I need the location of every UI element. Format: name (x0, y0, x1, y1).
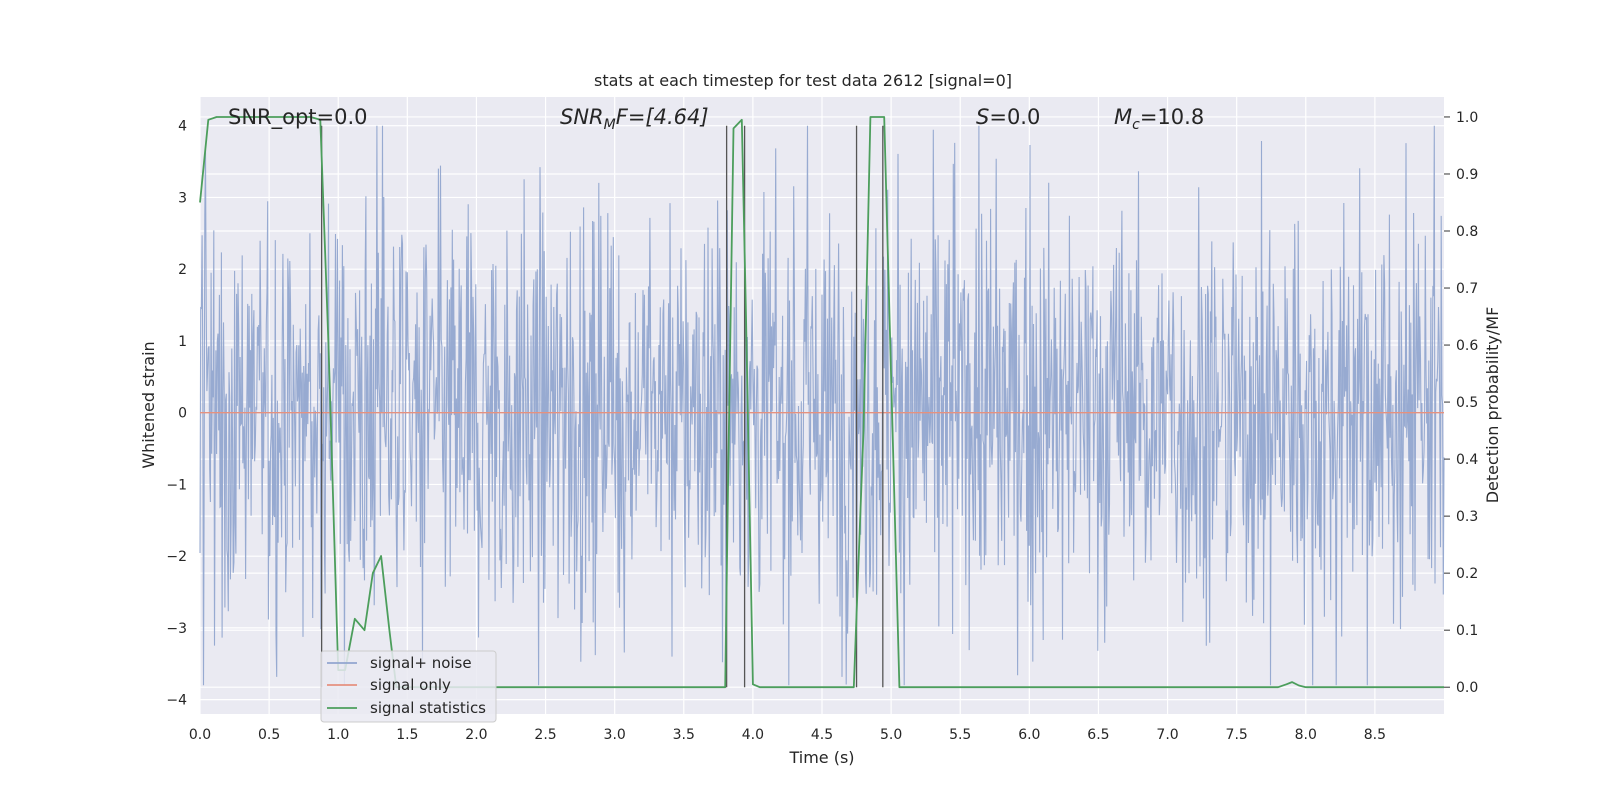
x-tick-label: 5.5 (949, 727, 971, 743)
x-tick-label: 1.0 (327, 727, 349, 743)
y-axis-label: Whitened strain (139, 341, 158, 468)
x-tick-label: 1.5 (396, 727, 418, 743)
y-tick-label: −2 (166, 549, 187, 565)
y-tick-label: 1 (178, 334, 187, 350)
x-tick-label: 0.0 (189, 727, 211, 743)
x-tick-label: 5.0 (880, 727, 902, 743)
x-tick-label: 7.0 (1156, 727, 1178, 743)
y-tick-label: −1 (166, 477, 187, 493)
y-right-tick-label: 0.1 (1456, 623, 1478, 639)
y-right-tick-label: 1.0 (1456, 110, 1478, 126)
y-right-tick-label: 0.7 (1456, 281, 1478, 297)
y-right-axis-label: Detection probability/MF (1483, 307, 1502, 504)
annotation-mc: Mc=10.8 (1114, 105, 1204, 133)
x-tick-label: 4.5 (811, 727, 833, 743)
annotations: SNR_opt=0.0 SNRMF=[4.64] S=0.0 Mc=10.8 (228, 105, 1204, 133)
y-right-tick-label: 0.8 (1456, 224, 1478, 240)
x-tick-label: 6.0 (1018, 727, 1040, 743)
x-tick-label: 4.0 (742, 727, 764, 743)
x-tick-label: 7.5 (1226, 727, 1248, 743)
y-right-axis-ticks: 1.0 0.9 0.8 0.7 0.6 0.5 0.4 0.3 0.2 0.1 0.0 (1444, 110, 1478, 696)
y-tick-label: −4 (166, 693, 187, 709)
y-right-tick-label: 0.4 (1456, 452, 1478, 468)
legend-label-signal-statistics: signal statistics (370, 699, 486, 717)
y-axis-ticks: 4 3 2 1 0 −1 −2 −3 −4 (166, 119, 187, 709)
y-tick-label: 4 (178, 119, 187, 135)
annotation-snr-opt: SNR_opt=0.0 (228, 105, 368, 130)
y-tick-label: 0 (178, 406, 187, 422)
noise-trace (199, 125, 1445, 686)
y-right-tick-label: 0.6 (1456, 338, 1478, 354)
legend: signal+ noise signal only signal statist… (320, 650, 497, 723)
y-tick-label: 2 (178, 262, 187, 278)
series-signal-plus-noise (199, 125, 1445, 686)
x-tick-label: 0.5 (258, 727, 280, 743)
series-signal-statistics (199, 116, 1444, 689)
legend-label-signal-plus-noise: signal+ noise (370, 654, 472, 672)
x-tick-label: 3.5 (673, 727, 695, 743)
x-tick-label: 2.5 (534, 727, 556, 743)
annotation-s: S=0.0 (976, 105, 1040, 129)
x-tick-label: 8.0 (1295, 727, 1317, 743)
y-right-tick-label: 0.5 (1456, 395, 1478, 411)
legend-label-signal-only: signal only (370, 676, 451, 694)
y-right-tick-label: 0.0 (1456, 680, 1478, 696)
y-right-tick-label: 0.2 (1456, 566, 1478, 582)
x-tick-label: 6.5 (1087, 727, 1109, 743)
plot-area (199, 97, 1445, 714)
x-tick-label: 3.0 (604, 727, 626, 743)
y-tick-label: −3 (166, 621, 187, 637)
y-right-tick-label: 0.3 (1456, 509, 1478, 525)
legend-box (320, 650, 497, 723)
annotation-snr-mf: SNRMF=[4.64] (560, 105, 709, 133)
y-right-tick-label: 0.9 (1456, 167, 1478, 183)
y-tick-label: 3 (178, 190, 187, 206)
x-axis-label: Time (s) (788, 748, 854, 767)
x-tick-label: 2.0 (465, 727, 487, 743)
chart-title: stats at each timestep for test data 261… (594, 71, 1012, 90)
x-tick-label: 8.5 (1364, 727, 1386, 743)
x-axis-ticks: 0.0 0.5 1.0 1.5 2.0 2.5 3.0 3.5 4.0 4.5 5.0 5.5 6.0 6… (189, 727, 1386, 743)
